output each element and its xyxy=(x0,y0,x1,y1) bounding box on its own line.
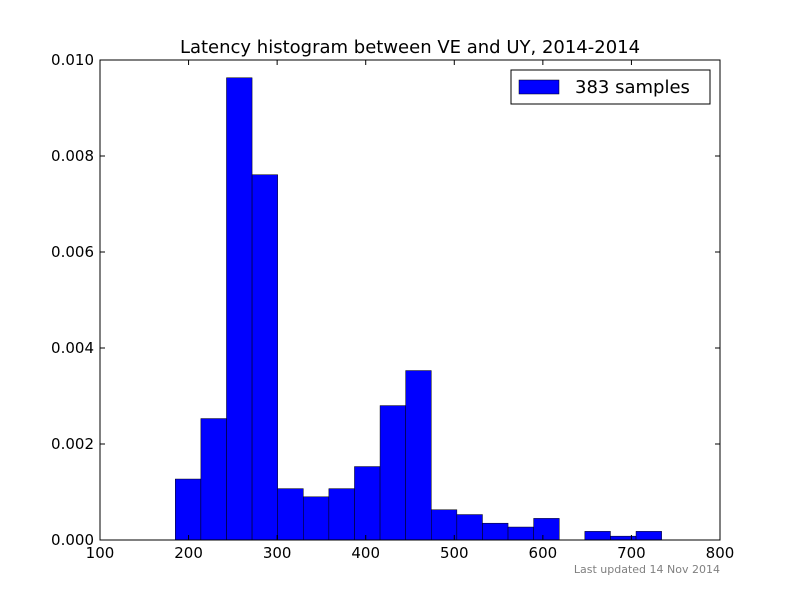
histogram-bar-12 xyxy=(482,522,509,541)
histogram-bar-13 xyxy=(507,526,534,541)
histogram-bar-2 xyxy=(226,77,253,541)
histogram-bar-9 xyxy=(405,370,432,541)
histogram-bar-11 xyxy=(456,514,483,541)
x-tick-label-7: 800 xyxy=(706,544,735,562)
histogram-bars xyxy=(175,77,662,541)
x-tick-label-1: 200 xyxy=(174,544,203,562)
histogram-bar-10 xyxy=(431,509,458,541)
x-tick-label-6: 700 xyxy=(617,544,646,562)
histogram-bar-3 xyxy=(251,174,278,541)
histogram-bar-15 xyxy=(584,531,611,541)
y-tick-label-4: 0.008 xyxy=(51,147,94,165)
legend: 383 samples xyxy=(510,69,711,105)
x-tick-label-0: 100 xyxy=(86,544,115,562)
histogram-bar-6 xyxy=(328,488,355,541)
histogram-bar-5 xyxy=(303,496,330,541)
legend-label: 383 samples xyxy=(575,77,690,98)
histogram-bar-7 xyxy=(354,466,381,541)
y-tick-label-0: 0.000 xyxy=(51,531,94,549)
histogram-bar-17 xyxy=(635,531,662,541)
y-tick-label-5: 0.010 xyxy=(51,51,94,69)
histogram-bar-16 xyxy=(610,535,637,541)
legend-swatch xyxy=(518,79,560,95)
axis-ticks: 100 200 300 400 500 600 700 800 0.000 0.002 0.004 0… xyxy=(51,51,734,562)
y-tick-label-2: 0.004 xyxy=(51,339,94,357)
plot-frame xyxy=(99,59,721,541)
histogram-bar-4 xyxy=(277,488,304,541)
x-tick-label-5: 600 xyxy=(529,544,558,562)
histogram-bar-14 xyxy=(533,518,560,541)
histogram-bar-1 xyxy=(200,418,227,541)
histogram-bar-0 xyxy=(175,478,202,541)
x-tick-label-2: 300 xyxy=(263,544,292,562)
histogram-bar-8 xyxy=(379,405,406,541)
x-tick-label-3: 400 xyxy=(351,544,380,562)
x-tick-label-4: 500 xyxy=(440,544,469,562)
chart-title: Latency histogram between VE and UY, 201… xyxy=(180,37,640,58)
y-tick-label-1: 0.002 xyxy=(51,435,94,453)
last-updated-note: Last updated 14 Nov 2014 xyxy=(573,563,720,576)
y-tick-label-3: 0.006 xyxy=(51,243,94,261)
